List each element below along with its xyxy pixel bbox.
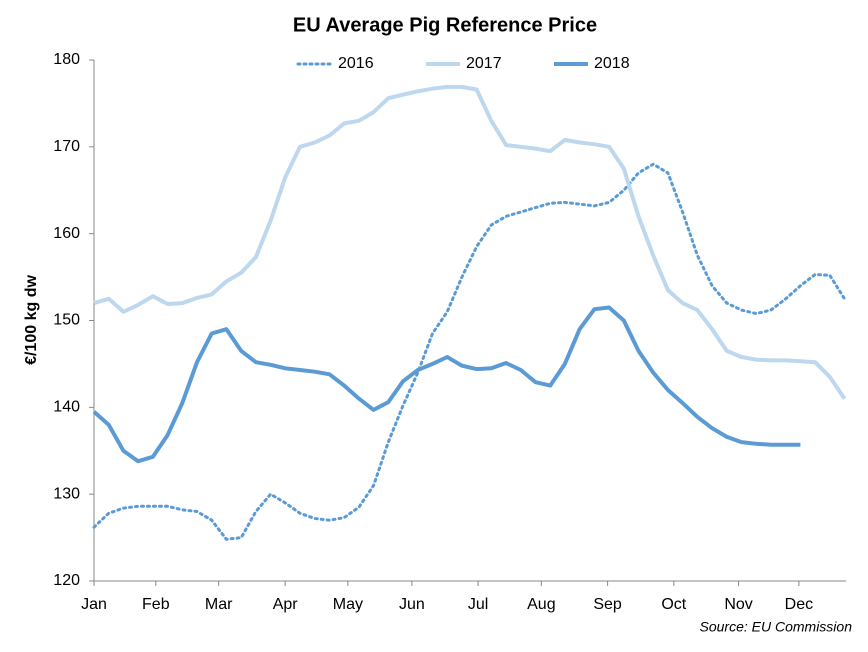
chart-title: EU Average Pig Reference Price bbox=[293, 14, 597, 36]
source: Source: EU Commission bbox=[700, 619, 853, 635]
x-tick-label: Apr bbox=[273, 596, 299, 613]
line-series bbox=[93, 84, 847, 400]
y-axis-title: €/100 kg dw bbox=[23, 275, 40, 365]
y-tick-label: 170 bbox=[53, 138, 80, 155]
y-tick-label: 150 bbox=[53, 312, 80, 329]
x-tick-label: Nov bbox=[724, 596, 752, 613]
line-series bbox=[92, 305, 801, 464]
x-tick-label: Sep bbox=[593, 596, 622, 613]
x-tick-label: Mar bbox=[205, 596, 233, 613]
y-tick-label: 180 bbox=[53, 51, 80, 68]
x-tick-label: Jan bbox=[81, 596, 107, 613]
y-tick-label: 130 bbox=[53, 485, 80, 502]
x-tick-label: Oct bbox=[661, 596, 686, 613]
legend-label: 2018 bbox=[594, 55, 630, 72]
x-tick-label: Jun bbox=[399, 596, 425, 613]
y-tick-label: 160 bbox=[53, 225, 80, 242]
x-tick-label: May bbox=[333, 596, 363, 613]
x-tick-label: Jul bbox=[468, 596, 488, 613]
y-tick-label: 140 bbox=[53, 399, 80, 416]
x-tick-label: Aug bbox=[527, 596, 555, 613]
x-tick-label: Feb bbox=[142, 596, 170, 613]
y-tick-label: 120 bbox=[53, 572, 80, 589]
line-series bbox=[92, 162, 846, 541]
legend-label: 2016 bbox=[338, 55, 374, 72]
legend-label: 2017 bbox=[466, 55, 502, 72]
x-tick-label: Dec bbox=[785, 596, 813, 613]
